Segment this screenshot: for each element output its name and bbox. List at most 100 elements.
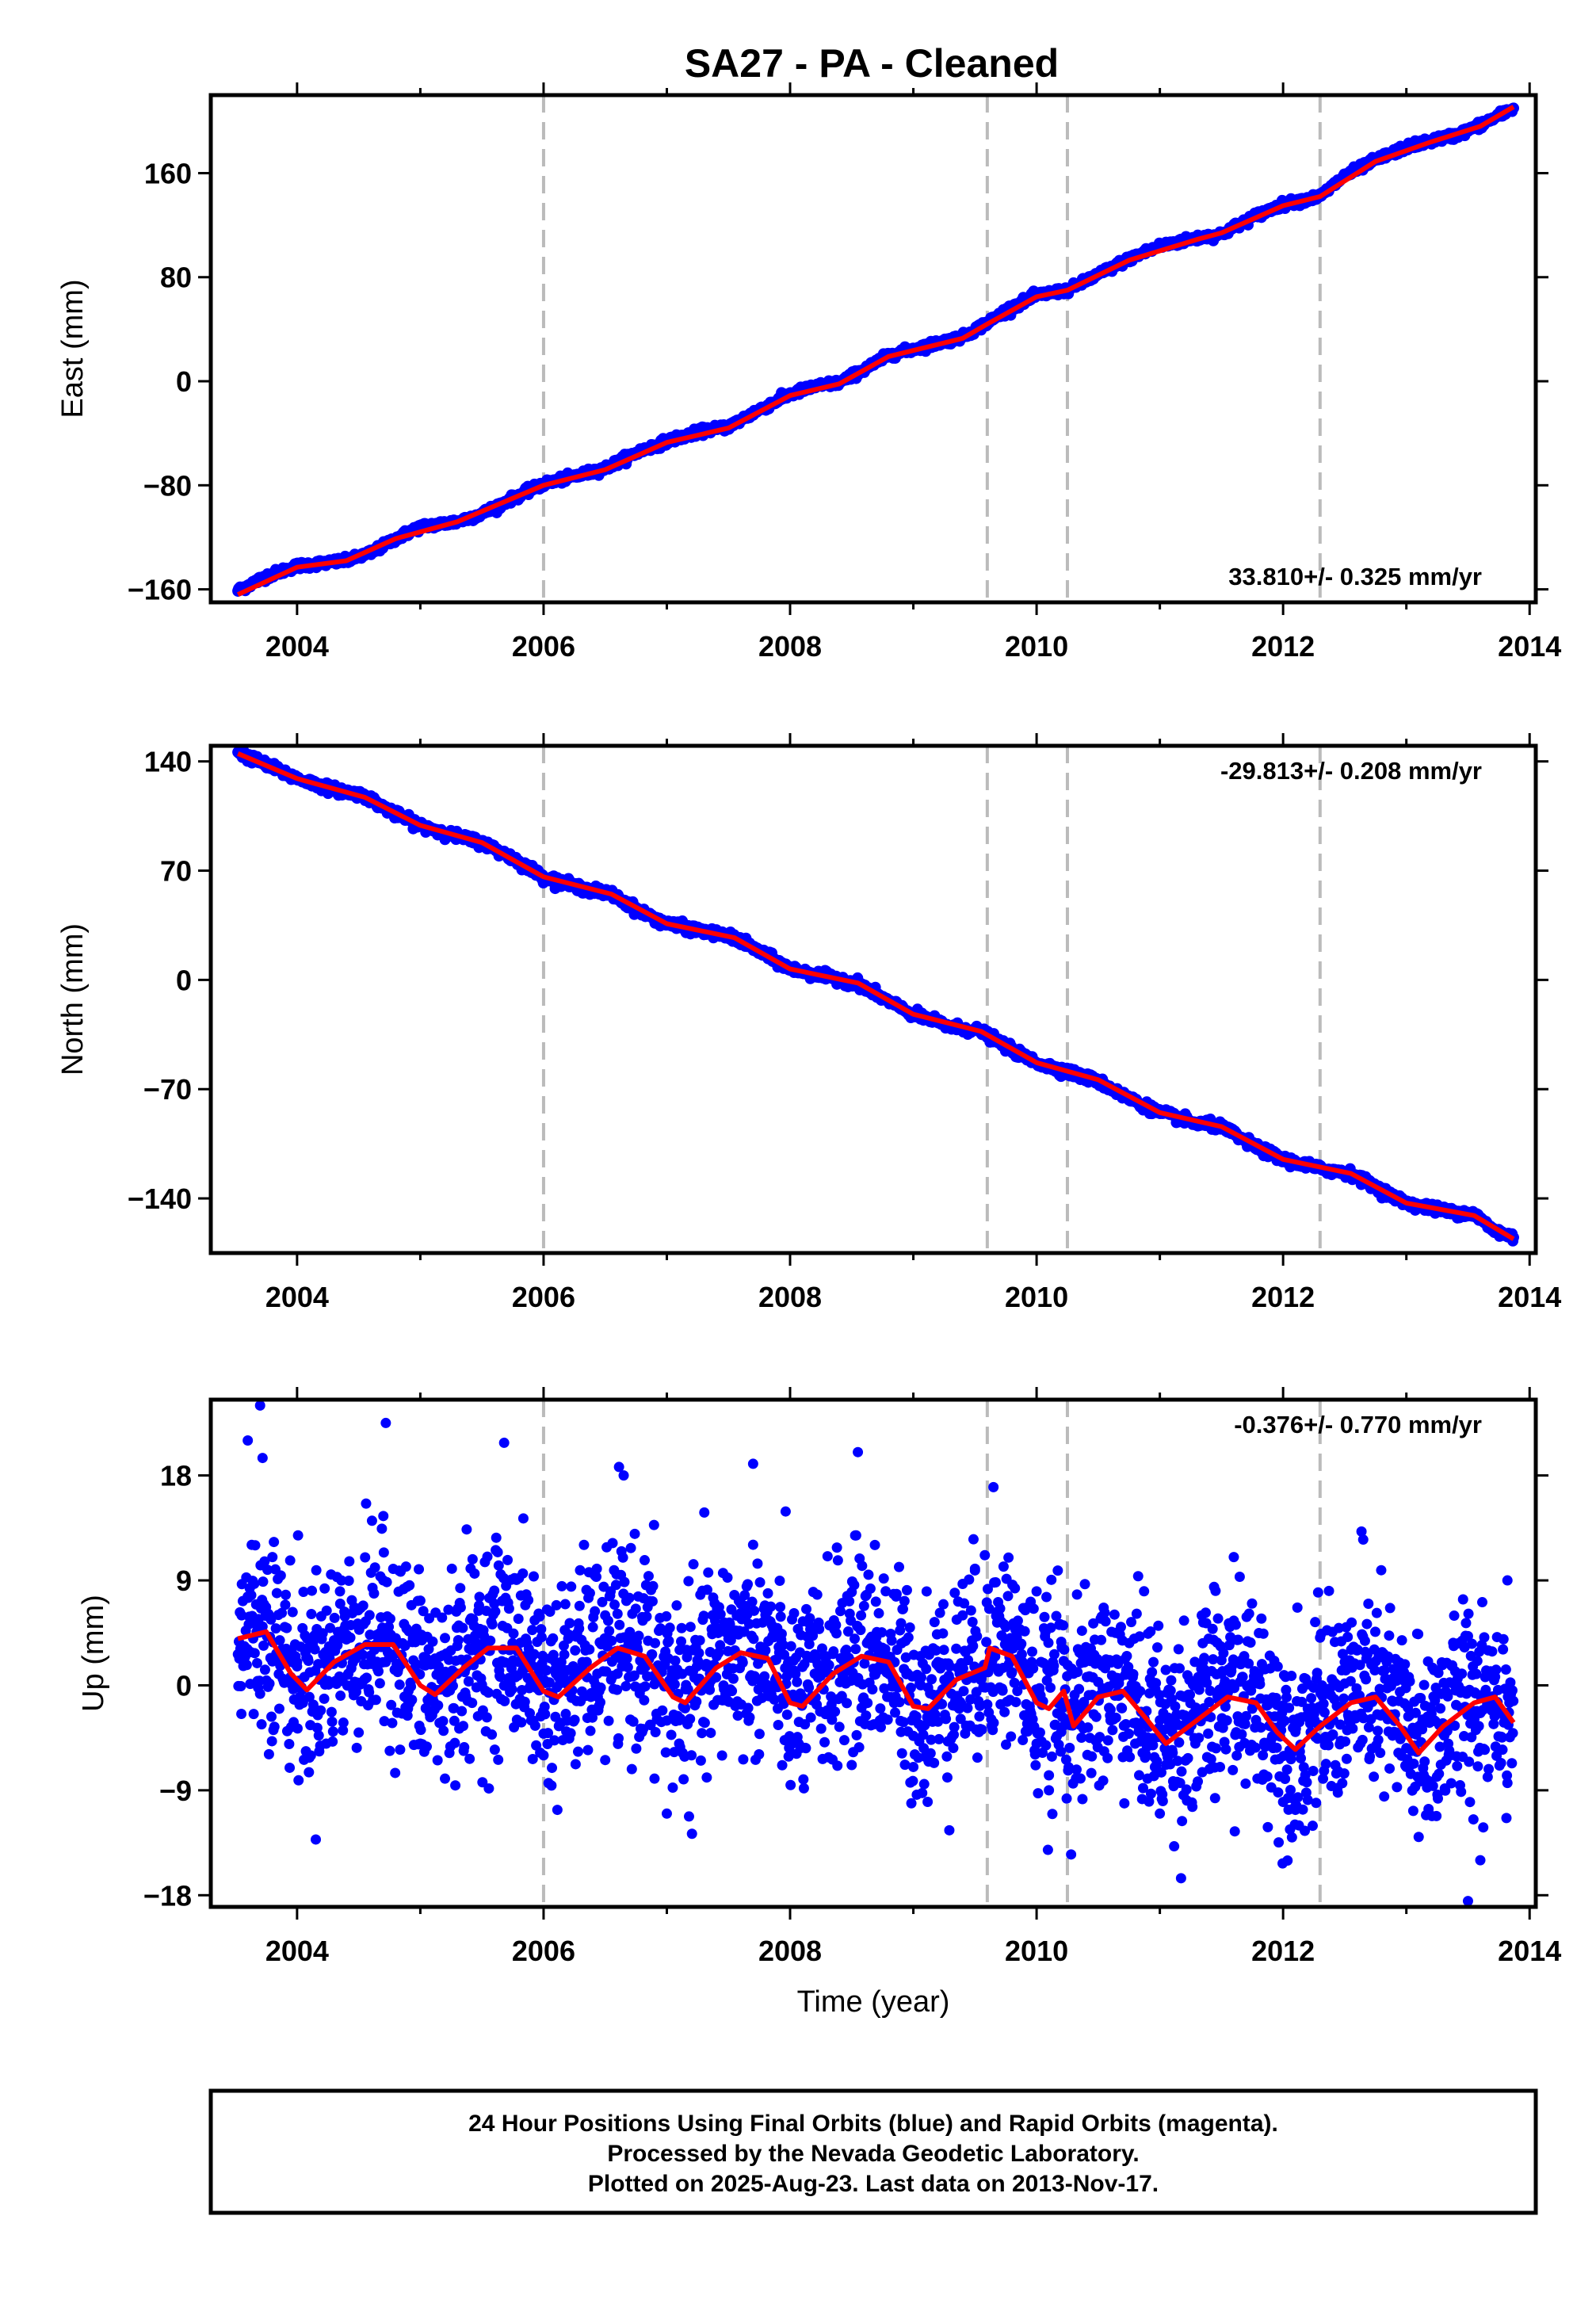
data-point xyxy=(269,1721,280,1733)
x-tick-label: 2014 xyxy=(1498,630,1561,663)
data-point xyxy=(647,1580,659,1591)
data-point xyxy=(859,1658,870,1669)
x-tick-label: 2008 xyxy=(758,630,822,663)
data-point xyxy=(804,1682,815,1693)
data-point xyxy=(683,1811,694,1822)
data-point xyxy=(857,1561,868,1572)
data-point xyxy=(336,1575,347,1586)
velocity-annotation: -29.813+/- 0.208 mm/yr xyxy=(1220,757,1482,785)
data-point xyxy=(678,1774,689,1785)
data-point xyxy=(574,1623,585,1634)
data-point xyxy=(594,1697,605,1708)
data-point xyxy=(481,1712,492,1723)
data-point xyxy=(631,1743,642,1754)
data-point xyxy=(739,1590,750,1601)
data-point xyxy=(790,1668,801,1679)
data-point xyxy=(876,1627,888,1638)
data-point xyxy=(344,1556,355,1567)
data-point xyxy=(284,1738,295,1749)
data-point xyxy=(804,1639,815,1650)
data-point xyxy=(529,1649,540,1660)
data-point xyxy=(519,1696,530,1707)
data-point xyxy=(334,1633,345,1645)
data-point xyxy=(861,1710,872,1721)
data-point xyxy=(437,1612,448,1623)
data-point xyxy=(875,1721,886,1733)
data-point xyxy=(754,1576,766,1587)
data-point xyxy=(614,1619,625,1630)
data-point xyxy=(660,1747,671,1758)
data-point xyxy=(386,1699,397,1710)
data-point xyxy=(697,1728,708,1739)
data-point xyxy=(546,1780,557,1791)
x-tick-label: 2012 xyxy=(1251,630,1315,663)
data-point xyxy=(595,1682,606,1693)
data-point xyxy=(364,1610,375,1621)
data-point xyxy=(639,1555,650,1566)
data-point xyxy=(258,1640,269,1651)
data-point xyxy=(477,1777,488,1788)
data-point xyxy=(327,1736,338,1747)
data-point xyxy=(326,1716,338,1727)
data-point xyxy=(311,1565,322,1576)
data-point xyxy=(621,1653,632,1664)
data-point xyxy=(536,1632,547,1643)
data-point xyxy=(461,1524,472,1535)
x-tick-label: 2010 xyxy=(1005,630,1068,663)
data-point xyxy=(705,1727,716,1738)
data-point xyxy=(650,1637,661,1649)
data-point xyxy=(610,1580,621,1591)
data-point xyxy=(298,1587,309,1598)
data-point xyxy=(458,1721,469,1732)
data-point xyxy=(259,1556,270,1567)
data-point xyxy=(293,1775,304,1786)
data-point xyxy=(360,1552,371,1563)
data-point xyxy=(587,1712,598,1723)
data-point xyxy=(378,1547,389,1558)
data-point xyxy=(306,1609,317,1620)
data-point xyxy=(640,1681,651,1692)
x-tick-label: 2006 xyxy=(512,1281,575,1313)
data-point xyxy=(600,1755,611,1766)
x-tick-label: 2014 xyxy=(1498,1281,1561,1313)
data-point xyxy=(850,1644,861,1655)
data-point xyxy=(489,1585,500,1596)
data-point xyxy=(287,1607,298,1618)
data-point xyxy=(319,1693,330,1704)
data-point xyxy=(266,1711,277,1722)
data-point xyxy=(321,1605,332,1616)
data-point xyxy=(880,1586,892,1597)
data-point xyxy=(485,1635,496,1646)
data-point xyxy=(641,1611,652,1622)
data-point xyxy=(669,1679,680,1690)
data-points xyxy=(232,745,1520,1247)
data-point xyxy=(800,1719,811,1730)
data-point xyxy=(345,1632,356,1643)
data-point xyxy=(746,1596,758,1607)
data-point xyxy=(597,1596,608,1607)
data-point xyxy=(241,1660,252,1671)
data-point xyxy=(489,1744,500,1756)
data-point xyxy=(612,1608,623,1619)
data-point xyxy=(269,1537,280,1548)
data-point xyxy=(838,1735,850,1746)
data-point xyxy=(693,1648,704,1659)
data-point xyxy=(539,1701,550,1712)
x-tick-label: 2004 xyxy=(265,1281,329,1313)
data-point xyxy=(307,1585,318,1596)
data-point xyxy=(370,1694,381,1706)
data-point xyxy=(319,1583,330,1594)
data-point xyxy=(582,1744,594,1756)
data-point xyxy=(235,1680,246,1691)
data-point xyxy=(624,1592,635,1603)
data-point xyxy=(578,1539,590,1550)
data-point xyxy=(547,1763,558,1774)
data-point xyxy=(379,1716,390,1727)
data-point xyxy=(855,1625,866,1636)
data-point xyxy=(236,1709,247,1720)
data-point xyxy=(569,1714,580,1725)
data-point xyxy=(534,1611,545,1622)
data-point xyxy=(464,1753,475,1764)
data-point xyxy=(628,1716,639,1727)
